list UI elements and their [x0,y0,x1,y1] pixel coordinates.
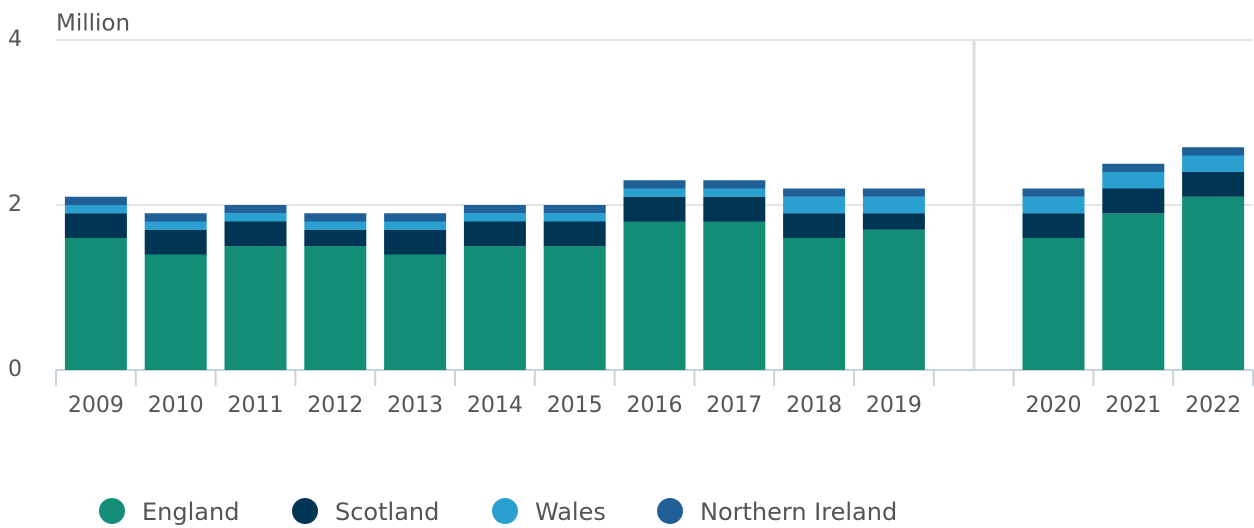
x-tick-label: 2017 [706,393,762,418]
bar-segment [1102,188,1165,214]
x-tick-label: 2020 [1026,393,1082,418]
bar-segment [1182,172,1245,197]
bar-segment [623,180,686,189]
bar-segment [304,246,367,370]
bar-segment [144,213,207,222]
bar-segment [1022,196,1085,214]
y-axis-label: Million [56,11,130,37]
bar-segment [64,205,127,214]
x-tick-label: 2014 [467,393,523,418]
bar-segment [224,213,287,222]
x-tick-label: 2015 [547,393,603,418]
x-tick-label: 2021 [1105,393,1161,418]
bar-segment [1182,155,1245,172]
x-tick-label: 2010 [148,393,204,418]
y-tick-label: 2 [8,192,22,217]
x-tick-label: 2018 [786,393,842,418]
bar-segment [384,254,447,370]
bar-segment [862,188,925,197]
bar-segment [144,254,207,370]
y-tick-label: 4 [8,27,22,52]
bar-segment [1022,188,1085,197]
bar-segment [543,205,606,214]
bar-segment [1182,147,1245,156]
x-tick-label: 2009 [68,393,124,418]
bar-segment [623,196,686,222]
bar-segment [703,221,766,370]
bar-segment [1182,196,1245,370]
bar-segment [1022,213,1085,238]
bar-segment [304,221,367,230]
legend-label: England [142,498,239,526]
bar-segment [543,221,606,247]
bar-segment [783,238,846,370]
legend-swatch [99,498,125,524]
bar-segment [224,205,287,214]
bar-segment [862,196,925,214]
bar-segment [384,221,447,230]
bar-segment [862,229,925,370]
bar-segment [224,221,287,247]
bar-segment [144,221,207,230]
bar-segment [623,188,686,197]
legend-swatch [492,498,518,524]
bar-segment [783,213,846,238]
bar-segment [224,246,287,370]
bar-segment [64,238,127,370]
legend-label: Northern Ireland [700,498,897,526]
bar-segment [384,229,447,255]
bar-segment [463,205,526,214]
bar-segment [862,213,925,230]
bar-segment [783,188,846,197]
y-tick-label: 0 [8,357,22,382]
bar-segment [463,213,526,222]
bar-segment [463,246,526,370]
bar-segment [1022,238,1085,370]
bar-segment [64,196,127,205]
bar-segment [543,213,606,222]
x-tick-label: 2019 [866,393,922,418]
bar-segment [304,229,367,247]
legend-label: Scotland [335,498,439,526]
bar-segment [543,246,606,370]
bar-segment [463,221,526,247]
bar-segment [64,213,127,238]
bar-segment [623,221,686,370]
x-tick-label: 2022 [1185,393,1241,418]
x-tick-label: 2016 [627,393,683,418]
x-tick-label: 2013 [387,393,443,418]
bar-segment [703,188,766,197]
legend-swatch [657,498,683,524]
legend-swatch [292,498,318,524]
bar-segment [144,229,207,255]
bar-segment [703,180,766,189]
bar-segment [703,196,766,222]
x-tick-label: 2012 [307,393,363,418]
bar-segment [1102,172,1165,189]
legend-label: Wales [535,498,606,526]
bar-segment [304,213,367,222]
bar-segment [1102,163,1165,172]
bar-segment [1102,213,1165,370]
x-tick-label: 2011 [228,393,284,418]
bar-segment [384,213,447,222]
bar-segment [783,196,846,214]
